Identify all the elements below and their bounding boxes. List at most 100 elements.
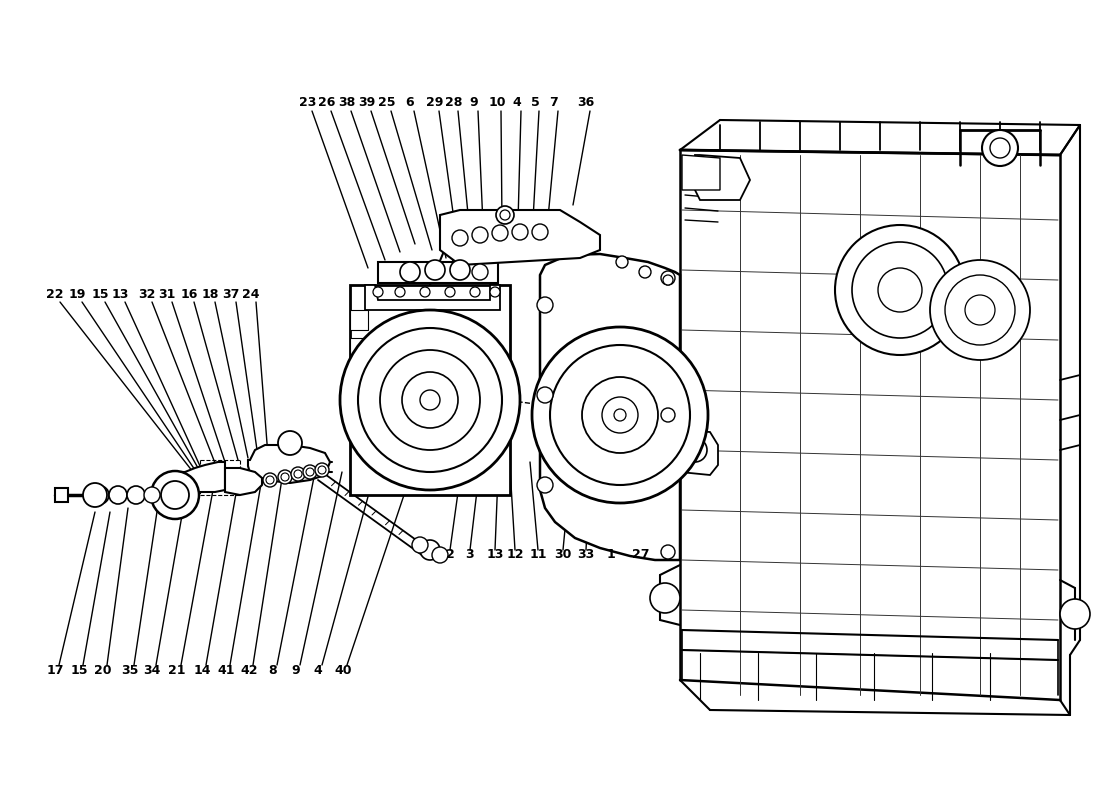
Text: 36: 36 bbox=[578, 97, 595, 110]
Circle shape bbox=[278, 431, 303, 455]
Circle shape bbox=[340, 310, 520, 490]
Circle shape bbox=[945, 275, 1015, 345]
Circle shape bbox=[512, 224, 528, 240]
Circle shape bbox=[616, 256, 628, 268]
Polygon shape bbox=[350, 366, 368, 386]
Text: 15: 15 bbox=[70, 663, 88, 677]
Text: 26: 26 bbox=[318, 97, 336, 110]
Text: 4: 4 bbox=[513, 97, 521, 110]
Text: 37: 37 bbox=[222, 289, 240, 302]
Text: 24: 24 bbox=[242, 289, 260, 302]
Circle shape bbox=[614, 409, 626, 421]
Text: 21: 21 bbox=[168, 663, 186, 677]
Text: 9: 9 bbox=[292, 663, 300, 677]
Polygon shape bbox=[440, 210, 600, 265]
Circle shape bbox=[395, 287, 405, 297]
Text: 41: 41 bbox=[218, 663, 234, 677]
Polygon shape bbox=[695, 155, 750, 200]
Circle shape bbox=[1060, 599, 1090, 629]
Circle shape bbox=[982, 130, 1018, 166]
Text: 40: 40 bbox=[334, 663, 352, 677]
Circle shape bbox=[280, 473, 289, 481]
Text: 28: 28 bbox=[446, 97, 463, 110]
Text: 4: 4 bbox=[314, 663, 322, 677]
Circle shape bbox=[450, 260, 470, 280]
Text: 39: 39 bbox=[359, 97, 375, 110]
Circle shape bbox=[490, 287, 500, 297]
Text: 13: 13 bbox=[111, 289, 129, 302]
Text: 14: 14 bbox=[194, 663, 211, 677]
Text: 22: 22 bbox=[46, 289, 64, 302]
Circle shape bbox=[500, 210, 510, 220]
Text: 3: 3 bbox=[465, 549, 474, 562]
Circle shape bbox=[683, 438, 707, 462]
Circle shape bbox=[358, 328, 502, 472]
Circle shape bbox=[161, 481, 189, 509]
Circle shape bbox=[294, 470, 302, 478]
Polygon shape bbox=[248, 445, 330, 483]
Circle shape bbox=[373, 287, 383, 297]
Circle shape bbox=[492, 225, 508, 241]
Text: 32: 32 bbox=[139, 289, 156, 302]
Polygon shape bbox=[350, 285, 510, 495]
Circle shape bbox=[470, 287, 480, 297]
Circle shape bbox=[302, 465, 317, 479]
Text: 13: 13 bbox=[486, 549, 504, 562]
Circle shape bbox=[537, 387, 553, 403]
Text: 6: 6 bbox=[406, 97, 415, 110]
Circle shape bbox=[496, 206, 514, 224]
Circle shape bbox=[472, 264, 488, 280]
Text: 31: 31 bbox=[158, 289, 176, 302]
Polygon shape bbox=[540, 254, 680, 560]
Text: 19: 19 bbox=[68, 289, 86, 302]
Circle shape bbox=[990, 138, 1010, 158]
Text: 2: 2 bbox=[446, 549, 454, 562]
Polygon shape bbox=[55, 488, 68, 502]
Text: 10: 10 bbox=[488, 97, 506, 110]
Circle shape bbox=[91, 486, 109, 504]
Circle shape bbox=[412, 537, 428, 553]
Circle shape bbox=[537, 477, 553, 493]
Circle shape bbox=[582, 377, 658, 453]
Text: 1: 1 bbox=[606, 549, 615, 562]
Polygon shape bbox=[365, 285, 501, 310]
Circle shape bbox=[151, 471, 199, 519]
Circle shape bbox=[965, 295, 996, 325]
Circle shape bbox=[420, 390, 440, 410]
Text: 9: 9 bbox=[470, 97, 478, 110]
Circle shape bbox=[402, 372, 458, 428]
Text: 16: 16 bbox=[180, 289, 198, 302]
Polygon shape bbox=[682, 155, 720, 190]
Circle shape bbox=[550, 345, 690, 485]
Circle shape bbox=[661, 545, 675, 559]
Polygon shape bbox=[680, 430, 718, 475]
Circle shape bbox=[315, 463, 329, 477]
Text: 30: 30 bbox=[554, 549, 572, 562]
Text: 23: 23 bbox=[299, 97, 317, 110]
Polygon shape bbox=[182, 462, 225, 492]
Text: 42: 42 bbox=[240, 663, 257, 677]
Circle shape bbox=[930, 260, 1030, 360]
Circle shape bbox=[263, 473, 277, 487]
Text: 5: 5 bbox=[530, 97, 539, 110]
Text: 35: 35 bbox=[121, 663, 139, 677]
Text: 12: 12 bbox=[506, 549, 524, 562]
Circle shape bbox=[420, 287, 430, 297]
Polygon shape bbox=[350, 310, 368, 330]
Text: 18: 18 bbox=[201, 289, 219, 302]
Polygon shape bbox=[350, 394, 368, 414]
Circle shape bbox=[432, 547, 448, 563]
Circle shape bbox=[400, 262, 420, 282]
Circle shape bbox=[452, 230, 468, 246]
Circle shape bbox=[109, 486, 126, 504]
Polygon shape bbox=[378, 262, 498, 283]
Text: 17: 17 bbox=[46, 663, 64, 677]
Circle shape bbox=[82, 483, 107, 507]
Circle shape bbox=[661, 408, 675, 422]
Circle shape bbox=[144, 487, 159, 503]
Circle shape bbox=[379, 350, 480, 450]
Text: 20: 20 bbox=[95, 663, 112, 677]
Circle shape bbox=[425, 260, 446, 280]
Text: 27: 27 bbox=[632, 549, 650, 562]
Text: 11: 11 bbox=[529, 549, 547, 562]
